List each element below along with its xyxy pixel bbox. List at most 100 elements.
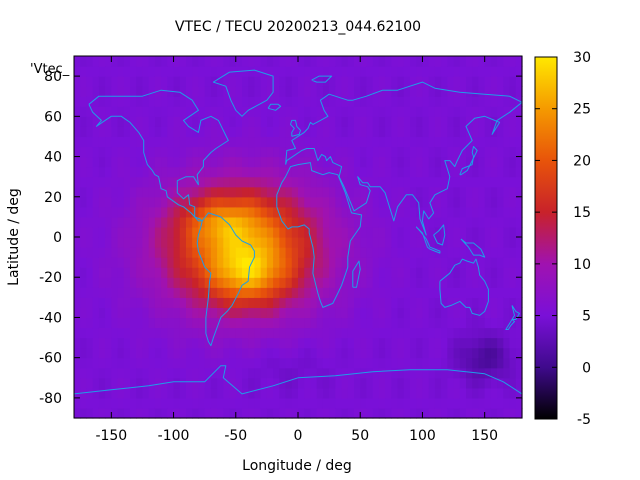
heatmap-cell: [310, 317, 318, 329]
heatmap-cell: [497, 317, 504, 329]
heatmap-cell: [111, 257, 119, 268]
heatmap-cell: [192, 146, 200, 158]
heatmap-cell: [204, 136, 212, 148]
heatmap-cell: [453, 377, 461, 389]
heatmap-cell: [497, 347, 504, 359]
heatmap-cell: [472, 287, 480, 298]
heatmap-cell: [428, 337, 436, 349]
heatmap-cell: [260, 237, 268, 248]
heatmap-cell: [304, 226, 312, 238]
heatmap-cell: [497, 96, 504, 107]
heatmap-cell: [204, 156, 212, 168]
heatmap-cell: [441, 267, 448, 278]
heatmap-cell: [86, 267, 94, 278]
heatmap-cell: [136, 186, 144, 198]
heatmap-cell: [416, 216, 424, 228]
heatmap-cell: [130, 96, 137, 107]
heatmap-cell: [279, 347, 287, 359]
heatmap-cell: [298, 66, 305, 77]
heatmap-cell: [285, 96, 293, 107]
heatmap-cell: [98, 277, 106, 288]
heatmap-cell: [459, 106, 467, 117]
heatmap-cell: [223, 96, 231, 107]
heatmap-cell: [360, 377, 368, 389]
heatmap-cell: [410, 146, 417, 158]
heatmap-cell: [210, 267, 218, 278]
heatmap-cell: [192, 377, 200, 389]
heatmap-cell: [434, 166, 442, 178]
heatmap-cell: [360, 287, 368, 298]
heatmap-cell: [453, 116, 461, 127]
heatmap-cell: [229, 176, 237, 188]
heatmap-cell: [142, 347, 150, 359]
heatmap-cell: [503, 347, 511, 359]
heatmap-cell: [86, 307, 94, 319]
heatmap-cell: [242, 126, 249, 138]
heatmap-cell: [447, 297, 455, 308]
heatmap-cell: [422, 206, 430, 218]
heatmap-cell: [260, 206, 268, 218]
heatmap-cell: [186, 297, 193, 308]
heatmap-cell: [179, 156, 187, 168]
heatmap-cell: [509, 126, 517, 138]
heatmap-cell: [378, 96, 386, 107]
heatmap-cell: [478, 237, 486, 248]
heatmap-cell: [285, 146, 293, 158]
heatmap-cell: [422, 327, 430, 339]
heatmap-cell: [378, 317, 386, 329]
heatmap-cell: [478, 166, 486, 178]
heatmap-cell: [490, 156, 498, 168]
heatmap-cell: [198, 257, 206, 268]
heatmap-cell: [310, 307, 318, 319]
heatmap-cell: [459, 76, 467, 87]
heatmap-cell: [372, 327, 380, 339]
heatmap-cell: [285, 407, 293, 419]
heatmap-cell: [273, 257, 280, 268]
heatmap-cell: [279, 96, 287, 107]
heatmap-cell: [434, 206, 442, 218]
heatmap-cell: [285, 66, 293, 77]
heatmap-cell: [273, 106, 280, 117]
heatmap-cell: [235, 257, 243, 268]
heatmap-cell: [204, 86, 212, 97]
heatmap-cell: [447, 367, 455, 379]
heatmap-cell: [105, 237, 112, 248]
heatmap-cell: [242, 247, 249, 258]
heatmap-cell: [354, 377, 361, 389]
heatmap-cell: [98, 156, 106, 168]
heatmap-cell: [210, 126, 218, 138]
heatmap-cell: [472, 96, 480, 107]
heatmap-cell: [304, 317, 312, 329]
heatmap-cell: [472, 126, 480, 138]
heatmap-cell: [260, 387, 268, 399]
heatmap-cell: [515, 206, 523, 218]
heatmap-cell: [111, 126, 119, 138]
heatmap-cell: [74, 297, 81, 308]
heatmap-cell: [360, 267, 368, 278]
heatmap-cell: [192, 347, 200, 359]
heatmap-cell: [428, 176, 436, 188]
heatmap-cell: [186, 367, 193, 379]
heatmap-cell: [273, 216, 280, 228]
heatmap-cell: [459, 337, 467, 349]
heatmap-cell: [167, 206, 175, 218]
heatmap-cell: [422, 116, 430, 127]
heatmap-cell: [322, 377, 330, 389]
heatmap-cell: [509, 267, 517, 278]
heatmap-cell: [111, 116, 119, 127]
heatmap-cell: [173, 277, 181, 288]
heatmap-cell: [416, 86, 424, 97]
heatmap-cell: [117, 106, 125, 117]
heatmap-cell: [130, 307, 137, 319]
heatmap-cell: [472, 56, 480, 67]
heatmap-cell: [291, 357, 299, 369]
heatmap-cell: [466, 96, 473, 107]
heatmap-cell: [254, 247, 262, 258]
heatmap-cell: [198, 237, 206, 248]
heatmap-cell: [497, 247, 504, 258]
heatmap-cell: [484, 166, 492, 178]
heatmap-cell: [310, 216, 318, 228]
heatmap-cell: [341, 367, 349, 379]
heatmap-cell: [92, 237, 100, 248]
heatmap-cell: [148, 126, 156, 138]
